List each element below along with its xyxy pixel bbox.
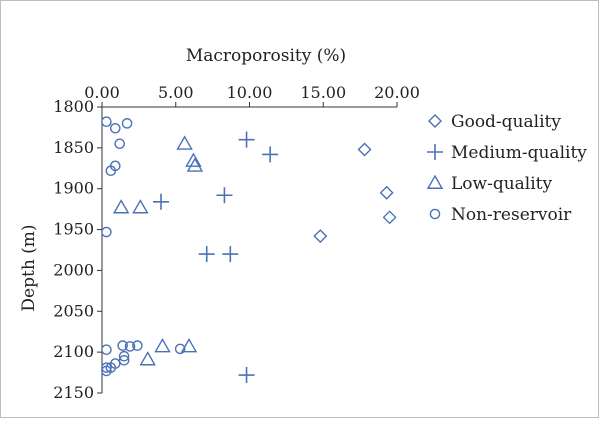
legend: Good-quality Medium-quality Low-quality Non… [426, 112, 587, 225]
point-low-quality [180, 338, 198, 353]
y-tick-label: 1900 [53, 179, 94, 198]
x-tick-label: 0.00 [84, 83, 120, 102]
point-medium-quality [238, 131, 255, 148]
legend-label-good-quality: Good-quality [451, 112, 561, 132]
point-non-reservoir [101, 362, 112, 373]
legend-marker-non-reservoir [429, 208, 441, 220]
y-tick-label: 2100 [53, 342, 94, 361]
point-non-reservoir [101, 344, 112, 355]
legend-marker-medium-quality [427, 144, 443, 160]
point-non-reservoir [174, 343, 186, 355]
point-medium-quality [238, 367, 255, 384]
point-medium-quality [153, 193, 169, 210]
point-low-quality [132, 199, 149, 214]
point-non-reservoir [105, 165, 117, 177]
point-non-reservoir [117, 340, 128, 351]
x-tick-label: 5.00 [158, 83, 194, 102]
point-non-reservoir [101, 226, 112, 238]
point-medium-quality [262, 146, 279, 163]
point-non-reservoir [109, 122, 121, 134]
point-low-quality [112, 199, 130, 214]
point-non-reservoir [101, 116, 112, 128]
point-low-quality [176, 135, 193, 150]
point-low-quality [186, 157, 204, 172]
x-tick-label: 15.00 [300, 83, 346, 102]
point-low-quality [139, 351, 156, 366]
point-non-reservoir [101, 365, 112, 377]
point-medium-quality [222, 246, 239, 263]
x-tick-label: 20.00 [374, 83, 420, 102]
legend-label-low-quality: Low-quality [451, 174, 552, 194]
point-low-quality [185, 152, 202, 167]
point-non-reservoir [121, 118, 133, 129]
point-non-reservoir [118, 350, 130, 362]
y-axis-title: Depth (m) [19, 224, 39, 311]
x-tick-label: 10.00 [227, 83, 273, 102]
legend-label-medium-quality: Medium-quality [451, 143, 587, 163]
x-axis-title: Macroporosity (%) [186, 46, 346, 66]
point-good-quality [357, 142, 372, 157]
point-low-quality [154, 338, 171, 353]
y-tick-label: 2050 [53, 301, 94, 320]
axes [97, 102, 398, 394]
y-tick-label: 1850 [53, 138, 94, 157]
point-medium-quality [216, 187, 233, 204]
point-non-reservoir [124, 341, 136, 352]
point-good-quality [313, 229, 328, 244]
y-tick-label: 2150 [53, 383, 94, 402]
data-points [101, 116, 397, 384]
legend-label-non-reservoir: Non-reservoir [451, 205, 572, 225]
y-tick-label: 1800 [53, 97, 94, 116]
y-tick-label: 1950 [53, 220, 94, 239]
legend-marker-low-quality [426, 174, 444, 189]
point-non-reservoir [114, 138, 125, 150]
y-tick-label: 2000 [53, 260, 94, 279]
point-non-reservoir [132, 340, 143, 351]
point-good-quality [382, 210, 397, 225]
point-non-reservoir [118, 355, 130, 366]
point-medium-quality [198, 246, 215, 263]
legend-marker-good-quality [428, 114, 442, 128]
tick-labels: 0.00 5.00 10.00 15.00 20.00 1800 1850 1900 1950 2… [53, 83, 420, 402]
point-good-quality [379, 185, 394, 200]
